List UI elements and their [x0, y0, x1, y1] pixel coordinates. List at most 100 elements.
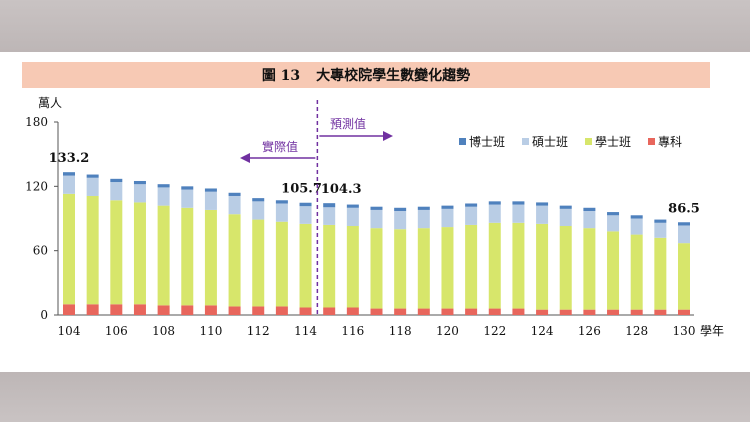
x-tick-label: 122	[483, 324, 506, 338]
bar-segment-masters	[607, 215, 620, 232]
bar-segment-bachelor	[63, 193, 75, 305]
legend-label-phd: 博士班	[469, 134, 505, 149]
bar-segment-phd	[678, 222, 690, 226]
bar-segment-junior_college	[583, 309, 596, 315]
legend-swatch-junior_college	[648, 138, 655, 145]
bar-segment-phd	[441, 205, 454, 209]
bar-segment-bachelor	[488, 222, 501, 309]
bar-segment-phd	[299, 202, 312, 207]
annotation-actual: 實際值	[262, 139, 298, 154]
bar-segment-junior_college	[394, 308, 407, 315]
bar-segment-bachelor	[678, 243, 690, 310]
bar-segment-junior_college	[133, 304, 146, 315]
bar-segment-masters	[678, 225, 690, 244]
bar-segment-masters	[133, 184, 146, 203]
annotation-forecast: 預測值	[330, 116, 366, 131]
bar-segment-bachelor	[417, 228, 430, 309]
bar-segment-junior_college	[536, 309, 549, 315]
x-tick-label: 112	[247, 324, 270, 338]
bar-segment-junior_college	[181, 305, 194, 315]
bar-segment-junior_college	[678, 309, 690, 315]
bar-segment-bachelor	[370, 228, 383, 309]
bar-segment-junior_college	[204, 305, 217, 315]
backdrop-bottom	[0, 372, 750, 422]
bar-segment-bachelor	[157, 205, 170, 306]
bar-segment-junior_college	[228, 306, 241, 315]
bar-segment-masters	[630, 218, 643, 235]
bar-segment-masters	[86, 177, 99, 196]
y-tick-label: 0	[40, 308, 48, 322]
bar-segment-masters	[488, 204, 501, 223]
bar-segment-masters	[583, 210, 596, 229]
bar-segment-junior_college	[252, 306, 265, 315]
y-tick-label: 60	[33, 244, 48, 258]
bar-segment-phd	[228, 192, 241, 196]
x-tick-label: 114	[294, 324, 317, 338]
bar-segment-masters	[157, 187, 170, 206]
bar-segment-bachelor	[607, 231, 620, 310]
bar-segment-bachelor	[465, 224, 478, 309]
x-tick-label: 118	[389, 324, 412, 338]
bar-segment-junior_college	[323, 307, 336, 315]
bar-segment-masters	[370, 209, 383, 229]
y-tick-label: 180	[25, 115, 48, 129]
bar-segment-phd	[181, 186, 194, 190]
bar-segment-bachelor	[275, 221, 288, 307]
forecast-arrow-head	[383, 131, 393, 141]
bar-segment-phd	[110, 178, 123, 183]
bar-segment-masters	[110, 182, 123, 201]
bar-segment-phd	[275, 200, 288, 204]
actual-arrow-head	[240, 153, 250, 163]
bar-segment-phd	[630, 215, 643, 219]
x-tick-label: 126	[578, 324, 601, 338]
y-tick-label: 120	[25, 179, 48, 193]
x-tick-label: 108	[152, 324, 175, 338]
bar-segment-junior_college	[370, 308, 383, 315]
bar-segment-phd	[86, 174, 99, 178]
bar-segment-phd	[63, 172, 75, 176]
bar-segment-bachelor	[86, 195, 99, 305]
bar-segment-junior_college	[465, 308, 478, 315]
x-tick-label: 120	[436, 324, 459, 338]
bar-segment-masters	[512, 204, 525, 223]
data-label: 86.5	[668, 201, 700, 216]
backdrop-top	[0, 0, 750, 52]
bar-segment-phd	[346, 204, 359, 208]
bar-segment-junior_college	[607, 309, 620, 315]
legend-swatch-masters	[522, 138, 529, 145]
figure-title-band: 圖 13 大專校院學生數變化趨勢	[22, 62, 710, 88]
bar-segment-masters	[346, 207, 359, 227]
bar-segment-junior_college	[488, 308, 501, 315]
bar-segment-masters	[204, 191, 217, 210]
bar-segment-masters	[299, 206, 312, 224]
bar-segment-masters	[559, 208, 572, 227]
bar-segment-phd	[370, 206, 383, 210]
y-axis-unit-label: 萬人	[38, 96, 62, 110]
bar-segment-junior_college	[299, 307, 312, 315]
bar-segment-bachelor	[346, 226, 359, 308]
x-tick-label: 110	[199, 324, 222, 338]
bar-segment-masters	[394, 210, 407, 230]
data-label: 104.3	[321, 182, 362, 197]
bar-segment-phd	[654, 219, 667, 223]
data-label: 105.7	[281, 182, 322, 197]
bar-segment-phd	[417, 206, 430, 210]
legend-label-masters: 碩士班	[532, 135, 568, 149]
bar-segment-junior_college	[417, 308, 430, 315]
bar-segment-phd	[394, 207, 407, 211]
bar-segment-junior_college	[86, 304, 99, 315]
bar-segment-bachelor	[630, 234, 643, 310]
bar-segment-phd	[559, 205, 572, 209]
bar-segment-phd	[583, 207, 596, 211]
bar-segment-junior_college	[630, 309, 643, 315]
bar-segment-bachelor	[441, 227, 454, 309]
bar-segment-bachelor	[512, 222, 525, 309]
bar-segment-junior_college	[559, 309, 572, 315]
bar-segment-junior_college	[441, 308, 454, 315]
bar-segment-phd	[465, 203, 478, 207]
x-tick-label: 106	[105, 324, 128, 338]
bar-segment-masters	[323, 207, 336, 225]
bar-segment-phd	[512, 201, 525, 205]
bar-segment-masters	[441, 208, 454, 228]
